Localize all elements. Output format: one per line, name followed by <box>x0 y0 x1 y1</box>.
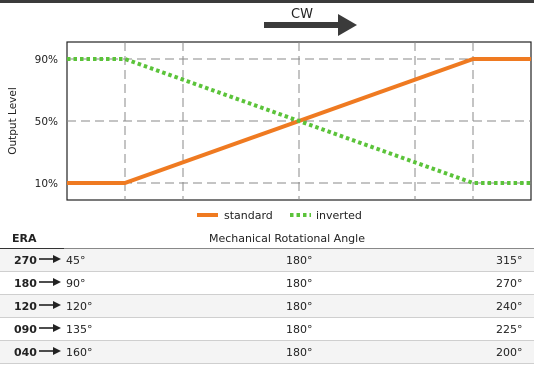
legend-label-standard: standard <box>224 209 273 222</box>
table-row: 120 120° 180° 240° <box>0 295 534 318</box>
start-angle: 135° <box>66 323 93 336</box>
table-row: 270 45° 180° 315° <box>0 249 534 272</box>
y-tick-label: 90% <box>35 54 58 66</box>
cw-direction-indicator: CW <box>264 7 357 36</box>
output-level-chart: CW 10% 50% 90% Output Level standard inverte… <box>7 7 532 222</box>
series-line-inverted <box>67 57 531 185</box>
center-angle: 180° <box>286 346 313 359</box>
y-axis-label: Output Level <box>7 87 19 155</box>
top-bar <box>0 0 534 3</box>
center-angle: 180° <box>286 277 313 290</box>
start-angle: 120° <box>66 300 93 313</box>
center-angle: 180° <box>286 254 313 267</box>
start-angle: 160° <box>66 346 93 359</box>
era-rows: 270 45° 180° 315° 180 90° 180° 270° 120 120° 180° 2… <box>0 249 534 364</box>
chart-legend: standard inverted <box>197 209 362 222</box>
end-angle: 200° <box>496 346 523 359</box>
right-arrow-icon <box>39 278 61 286</box>
end-angle: 315° <box>496 254 523 267</box>
right-arrow-icon <box>39 347 61 355</box>
table-row: 090 135° 180° 225° <box>0 318 534 341</box>
end-angle: 225° <box>496 323 523 336</box>
end-angle: 270° <box>496 277 523 290</box>
era-column-header: ERA <box>12 232 37 245</box>
center-angle: 180° <box>286 300 313 313</box>
y-tick-label: 50% <box>35 116 58 128</box>
era-value: 040 <box>14 346 37 359</box>
start-angle: 90° <box>66 277 86 290</box>
era-value: 120 <box>14 300 37 313</box>
header-underline <box>0 248 64 249</box>
table-row: 040 160° 180° 200° <box>0 341 534 364</box>
center-angle: 180° <box>286 323 313 336</box>
era-table: ERA Mechanical Rotational Angle 270 45° 18… <box>0 226 534 364</box>
legend-label-inverted: inverted <box>316 209 362 222</box>
angle-column-header: Mechanical Rotational Angle <box>209 232 365 245</box>
table-row: 180 90° 180° 270° <box>0 272 534 295</box>
plot-area: 10% 50% 90% Output Level <box>7 41 532 201</box>
cw-arrow-head-icon <box>338 14 357 36</box>
y-tick-label: 10% <box>35 178 58 190</box>
era-value: 180 <box>14 277 37 290</box>
right-arrow-icon <box>39 255 61 263</box>
right-arrow-icon <box>39 324 61 332</box>
era-value: 270 <box>14 254 37 267</box>
cw-label: CW <box>291 7 313 22</box>
right-arrow-icon <box>39 301 61 309</box>
end-angle: 240° <box>496 300 523 313</box>
start-angle: 45° <box>66 254 86 267</box>
era-table-header: ERA Mechanical Rotational Angle <box>0 226 534 249</box>
era-value: 090 <box>14 323 37 336</box>
